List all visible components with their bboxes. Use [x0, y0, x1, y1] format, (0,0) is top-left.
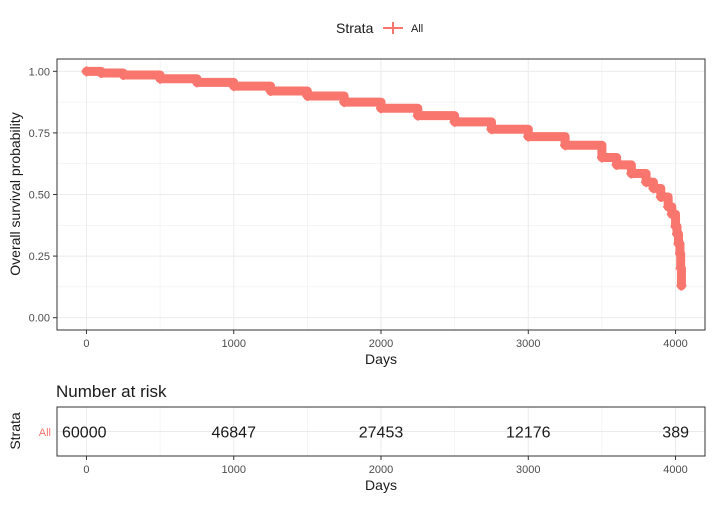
risk-x-tick-label: 4000: [663, 464, 687, 476]
censor-mark: [412, 110, 423, 121]
main-y-tick-label: 0.00: [29, 313, 50, 325]
censor-mark: [228, 81, 239, 92]
censor-mark: [486, 124, 497, 135]
main-y-axis-label: Overall survival probability: [7, 112, 23, 275]
censor-mark: [449, 116, 460, 127]
risk-table-title: Number at risk: [56, 382, 167, 401]
main-y-tick-label: 0.75: [29, 128, 50, 140]
main-y-axis: 0.00 0.25 0.50 0.75 1.00: [29, 66, 57, 325]
survival-plot: 0 1000 2000 3000 4000 0.00 0.25 0.50 0.75 1.00 D…: [7, 58, 706, 367]
censor-mark: [648, 183, 659, 194]
censor-mark: [523, 131, 534, 142]
main-y-tick-label: 0.50: [29, 190, 50, 202]
censor-mark: [626, 168, 637, 179]
censor-mark: [676, 280, 687, 291]
main-x-tick-label: 2000: [369, 338, 393, 350]
censor-mark: [339, 97, 350, 108]
censor-mark: [191, 77, 202, 88]
censor-mark: [596, 152, 607, 163]
censor-mark: [641, 177, 652, 188]
risk-x-axis-label: Days: [365, 477, 397, 493]
risk-row-label-all: All: [39, 427, 51, 439]
risk-value: 60000: [62, 425, 107, 442]
censor-mark: [96, 68, 107, 79]
risk-grid: [57, 407, 705, 456]
main-x-tick-label: 1000: [221, 338, 245, 350]
risk-x-tick-label: 0: [83, 464, 89, 476]
risk-value: 46847: [211, 425, 256, 442]
risk-values: 60000 46847 27453 12176 389: [62, 425, 689, 442]
legend-title: Strata: [336, 20, 374, 36]
main-x-tick-label: 4000: [663, 338, 687, 350]
survival-curve-all: [81, 66, 686, 291]
risk-x-tick-label: 1000: [221, 464, 245, 476]
censor-mark: [670, 221, 681, 232]
risk-table: Number at risk 60000 46847 27453 12176 389 A…: [7, 382, 706, 493]
main-grid: [57, 59, 705, 330]
risk-value: 27453: [359, 425, 404, 442]
risk-x-tick-label: 3000: [516, 464, 540, 476]
censor-mark: [265, 86, 276, 97]
legend-key-icon: [383, 22, 403, 34]
main-x-axis: 0 1000 2000 3000 4000: [83, 330, 688, 350]
censor-mark: [376, 103, 386, 114]
risk-value: 389: [662, 425, 689, 442]
censor-mark: [675, 263, 686, 274]
legend: Strata All: [336, 20, 423, 36]
censor-mark: [302, 90, 313, 101]
censor-mark: [611, 159, 622, 170]
main-x-tick-label: 0: [83, 338, 89, 350]
censor-mark: [673, 238, 684, 249]
main-x-axis-label: Days: [365, 351, 397, 367]
censor-mark: [674, 248, 685, 259]
risk-y-axis-label: Strata: [7, 412, 23, 450]
main-x-tick-label: 3000: [516, 338, 540, 350]
censor-mark: [560, 140, 571, 151]
censor-mark: [663, 201, 674, 212]
censor-mark: [655, 191, 666, 202]
legend-entry-all: All: [411, 23, 423, 35]
risk-x-tick-label: 2000: [369, 464, 393, 476]
censor-mark: [81, 66, 92, 77]
censor-mark: [155, 73, 166, 84]
censor-mark: [666, 209, 677, 220]
main-y-tick-label: 1.00: [29, 66, 50, 78]
risk-value: 12176: [506, 425, 551, 442]
censor-mark: [672, 228, 683, 239]
series-all: [81, 66, 687, 291]
main-y-tick-label: 0.25: [29, 251, 50, 263]
censor-mark: [118, 70, 129, 81]
risk-x-axis: 0 1000 2000 3000 4000: [83, 456, 688, 476]
